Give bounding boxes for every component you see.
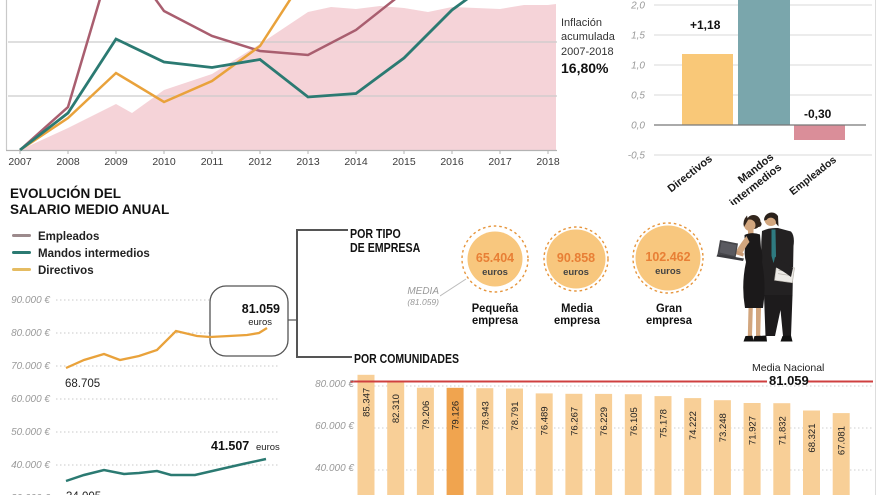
svg-text:78.943: 78.943 — [480, 401, 491, 430]
svg-text:euros: euros — [248, 317, 272, 328]
svg-text:euros: euros — [563, 267, 589, 278]
svg-text:euros: euros — [482, 267, 508, 278]
svg-text:79.206: 79.206 — [421, 401, 432, 430]
svg-text:Empleados: Empleados — [787, 154, 839, 198]
svg-text:2015: 2015 — [392, 156, 416, 168]
svg-text:34.005: 34.005 — [66, 491, 101, 495]
svg-text:74.222: 74.222 — [688, 411, 699, 440]
svg-text:79.126: 79.126 — [451, 401, 462, 430]
svg-text:85.347: 85.347 — [362, 388, 373, 417]
svg-text:2007: 2007 — [8, 156, 32, 168]
svg-text:2016: 2016 — [440, 156, 464, 168]
svg-text:2009: 2009 — [104, 156, 128, 168]
svg-text:68.321: 68.321 — [807, 424, 818, 453]
svg-text:71.832: 71.832 — [777, 416, 788, 445]
svg-text:30.000 €: 30.000 € — [11, 493, 50, 495]
svg-text:2018: 2018 — [536, 156, 560, 168]
svg-text:2010: 2010 — [152, 156, 176, 168]
svg-text:50.000 €: 50.000 € — [11, 427, 50, 438]
svg-text:90.858: 90.858 — [557, 251, 595, 265]
svg-text:76.267: 76.267 — [569, 407, 580, 436]
svg-text:2008: 2008 — [56, 156, 80, 168]
svg-text:102.462: 102.462 — [645, 250, 690, 264]
svg-text:73.248: 73.248 — [718, 413, 729, 442]
svg-text:90.000 €: 90.000 € — [11, 295, 50, 306]
svg-text:80.000 €: 80.000 € — [11, 328, 50, 339]
svg-text:60.000 €: 60.000 € — [11, 394, 50, 405]
svg-text:65.404: 65.404 — [476, 251, 514, 265]
svg-text:2011: 2011 — [201, 156, 224, 168]
svg-text:70.000 €: 70.000 € — [11, 361, 50, 372]
svg-text:76.229: 76.229 — [599, 407, 610, 436]
svg-text:0,0: 0,0 — [631, 121, 645, 132]
svg-text:71.927: 71.927 — [748, 416, 759, 445]
svg-text:67.081: 67.081 — [837, 426, 848, 455]
svg-text:75.178: 75.178 — [659, 409, 670, 438]
svg-text:euros: euros — [655, 266, 681, 277]
svg-text:1,5: 1,5 — [631, 31, 645, 42]
svg-text:76.489: 76.489 — [540, 406, 551, 435]
svg-text:2013: 2013 — [296, 156, 320, 168]
svg-text:+1,18: +1,18 — [690, 18, 721, 32]
svg-text:2,0: 2,0 — [630, 1, 645, 12]
svg-text:-0,5: -0,5 — [628, 151, 645, 162]
svg-text:0,5: 0,5 — [631, 91, 645, 102]
svg-text:68.705: 68.705 — [65, 378, 100, 390]
svg-text:1,0: 1,0 — [631, 61, 645, 72]
svg-text:76.105: 76.105 — [629, 407, 640, 436]
svg-text:2017: 2017 — [488, 156, 512, 168]
svg-text:Directivos: Directivos — [666, 153, 715, 195]
svg-text:euros: euros — [256, 442, 280, 453]
svg-text:78.791: 78.791 — [510, 402, 521, 431]
svg-text:81.059: 81.059 — [242, 302, 280, 316]
svg-text:41.507: 41.507 — [211, 439, 249, 453]
svg-text:40.000 €: 40.000 € — [11, 460, 50, 471]
svg-text:2014: 2014 — [344, 156, 368, 168]
svg-text:2012: 2012 — [248, 156, 272, 168]
svg-text:-0,30: -0,30 — [804, 107, 832, 121]
svg-text:82.310: 82.310 — [391, 394, 402, 423]
